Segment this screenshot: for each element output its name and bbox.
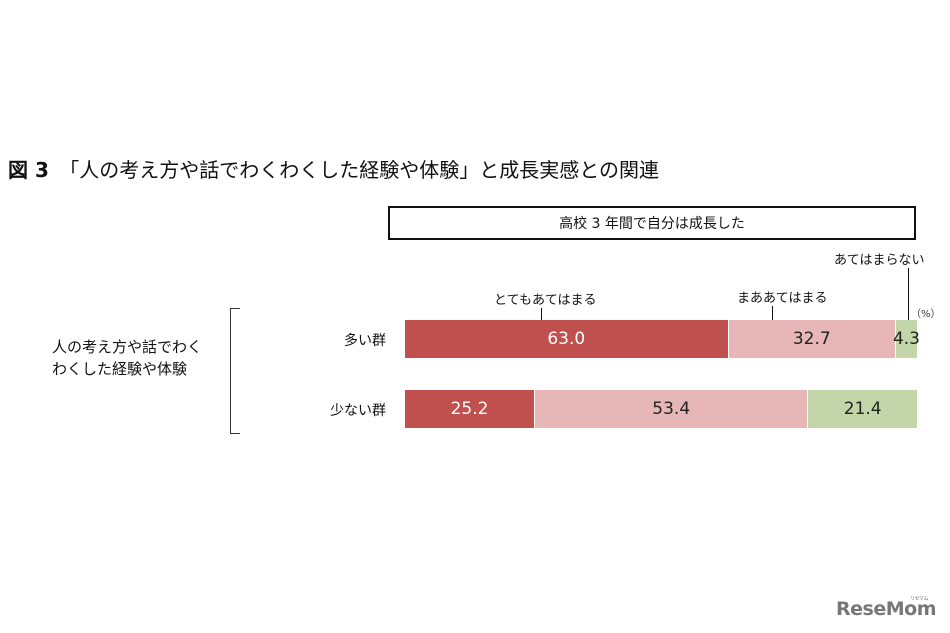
bar-segment-not: 4.3 — [893, 320, 920, 358]
legend-label-somewhat: まああてはまる — [737, 291, 828, 306]
leader-line-very — [541, 308, 542, 322]
group-bracket — [230, 308, 240, 434]
leader-line-somewhat — [772, 306, 773, 322]
legend-label-very: とてもあてはまる — [494, 293, 597, 308]
bar-segment-not: 21.4 — [807, 390, 917, 428]
bar-segment-very: 25.2 — [405, 390, 535, 428]
row-label-high: 多い群 — [344, 333, 386, 349]
group-label: 人の考え方や話でわくわくした経験や体験 — [52, 338, 203, 378]
row-label-low: 少ない群 — [330, 403, 386, 419]
bar-segment-very: 63.0 — [405, 320, 728, 358]
logo-text: ReseMom — [836, 598, 936, 620]
subtitle-text: 高校 3 年間で自分は成長した — [559, 216, 745, 232]
subtitle-box: 高校 3 年間で自分は成長した — [388, 206, 916, 240]
bar-segment-somewhat: 53.4 — [534, 390, 808, 428]
figure-number: 図 3 — [8, 158, 49, 182]
chart-title: 図 3 「人の考え方や話でわくわくした経験や体験」と成長実感との関連 — [8, 154, 659, 183]
bar-row-low: 25.2 53.4 21.4 — [405, 390, 917, 428]
bar-segment-somewhat: 32.7 — [727, 320, 895, 358]
logo-subtext: リセマム — [909, 596, 929, 602]
legend-label-not: あてはまらない — [834, 253, 925, 268]
title-text: 「人の考え方や話でわくわくした経験や体験」と成長実感との関連 — [59, 158, 660, 182]
leader-line-not — [908, 268, 909, 322]
resemom-logo: リセマム ReseMom — [836, 596, 936, 620]
unit-label: （%） — [911, 309, 941, 320]
bar-row-high: 63.0 32.7 4.3 — [405, 320, 920, 358]
